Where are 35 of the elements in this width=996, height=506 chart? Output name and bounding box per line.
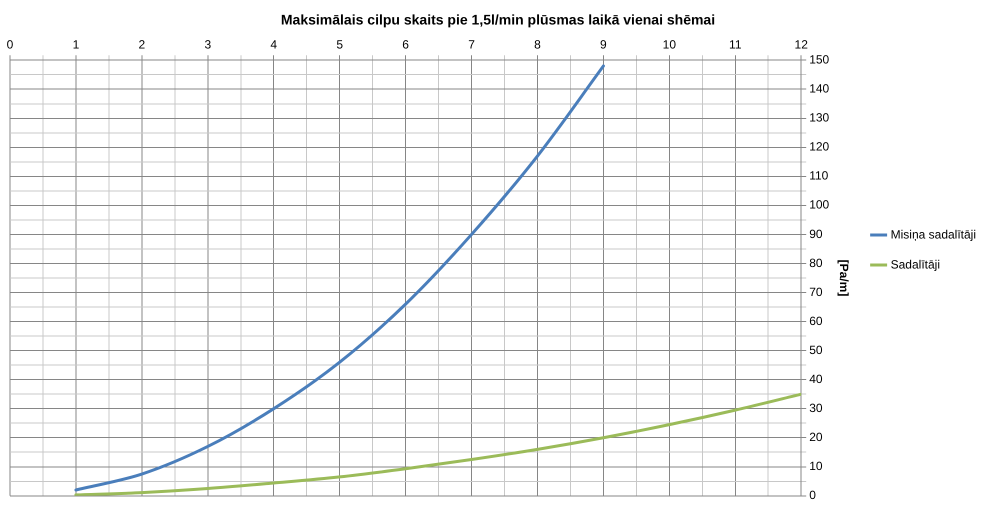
y-axis-title: [Pa/m] [837,260,852,296]
y-tick-label: 140 [809,82,830,96]
y-tick-label: 40 [809,372,823,386]
x-tick-label: 5 [336,37,344,52]
y-tick-label: 10 [809,459,823,474]
y-tick-label: 150 [809,52,830,67]
y-tick-label: 100 [809,198,830,212]
line-series [74,64,605,492]
y-tick-label: 60 [809,314,823,328]
x-tick-label: 8 [534,37,542,52]
chart-title: Maksimālais cilpu skaits pie 1,5l/min plūsmas laikā vienai shēmai [280,11,716,28]
y-tick-label: 70 [809,284,823,299]
y-tick-label: 20 [809,430,823,444]
x-tick-label: 0 [6,37,14,52]
legend-label: Misiņa sadalītāji [890,227,976,242]
x-tick-label: 3 [204,37,212,52]
y-tick-label: 30 [809,400,823,415]
x-tick-label: 2 [138,37,146,52]
x-tick-label: 1 [72,37,80,52]
y-tick-label: 120 [809,140,830,154]
x-tick-label: 4 [270,37,278,52]
y-tick-label: 130 [809,110,830,125]
x-tick-label: 7 [468,37,476,52]
y-tick-label: 80 [809,256,823,270]
x-tick-label: 11 [729,37,742,52]
y-tick-label: 110 [809,168,829,183]
y-tick-label: 90 [809,226,823,241]
legend-label: Sadalītāji [890,257,940,272]
x-tick-label: 12 [794,37,808,52]
line-series [74,392,802,496]
y-tick-label: 50 [809,342,823,357]
x-tick-label: 9 [600,37,608,52]
x-tick-label: 10 [662,37,676,52]
x-tick-label: 6 [402,37,410,52]
y-tick-label: 0 [809,488,816,502]
